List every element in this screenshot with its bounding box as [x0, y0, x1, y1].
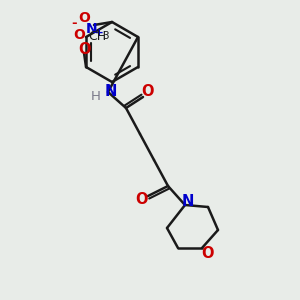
Text: O: O: [78, 41, 90, 56]
Text: N: N: [105, 85, 117, 100]
Text: N: N: [86, 22, 98, 36]
Text: O: O: [202, 247, 214, 262]
Text: +: +: [94, 28, 103, 38]
Text: O: O: [136, 193, 148, 208]
Text: CH: CH: [88, 31, 106, 44]
Text: N: N: [182, 194, 194, 209]
Text: H: H: [91, 89, 101, 103]
Text: -: -: [71, 17, 77, 31]
Text: O: O: [142, 85, 154, 100]
Text: 3: 3: [102, 31, 109, 41]
Text: O: O: [73, 28, 85, 42]
Text: O: O: [78, 11, 90, 25]
